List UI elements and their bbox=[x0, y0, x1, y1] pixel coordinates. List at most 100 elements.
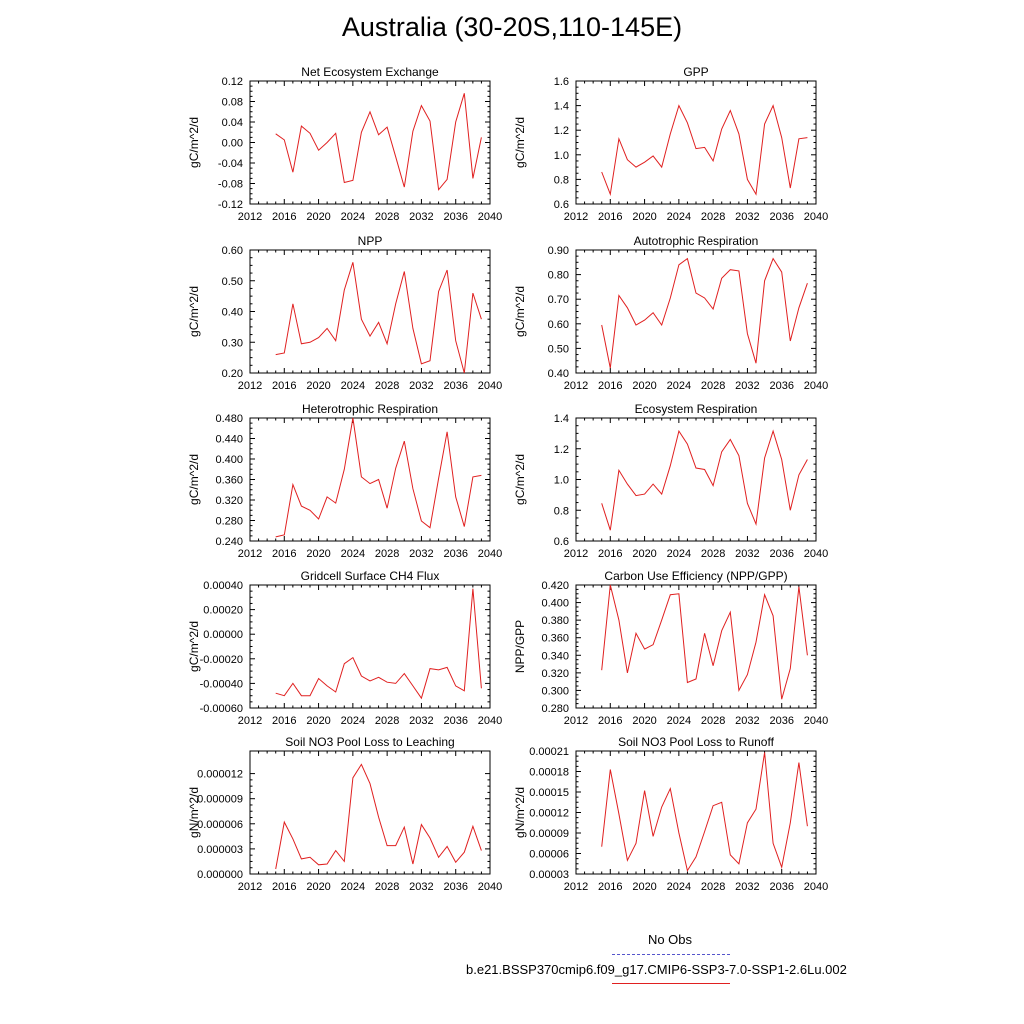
x-tick-label: 2028 bbox=[701, 881, 725, 893]
x-tick-label: 2032 bbox=[735, 548, 759, 560]
x-tick-label: 2036 bbox=[443, 211, 467, 223]
y-tick-label: 0.08 bbox=[222, 97, 243, 109]
x-tick-label: 2012 bbox=[564, 881, 588, 893]
x-tick-label: 2028 bbox=[375, 548, 399, 560]
y-tick-label: 0.50 bbox=[222, 276, 243, 288]
y-tick-label: 0.20 bbox=[222, 368, 243, 380]
x-tick-label: 2036 bbox=[443, 881, 467, 893]
y-tick-label: 0.300 bbox=[541, 685, 569, 697]
series-line bbox=[275, 262, 482, 374]
y-axis-label: gC/m^2/d bbox=[187, 117, 201, 168]
y-tick-label: 0.400 bbox=[215, 454, 243, 466]
panel-title: Ecosystem Respiration bbox=[635, 402, 758, 416]
y-tick-label: 0.90 bbox=[548, 245, 569, 257]
x-tick-label: 2032 bbox=[735, 380, 759, 392]
panel-5: Ecosystem Respiration gC/m^2/d 2012 2016 202… bbox=[513, 402, 828, 560]
x-tick-label: 2016 bbox=[598, 211, 622, 223]
y-tick-label: 0.400 bbox=[541, 598, 569, 610]
x-tick-label: 2012 bbox=[238, 211, 262, 223]
x-tick-label: 2028 bbox=[701, 715, 725, 727]
series-line bbox=[275, 93, 482, 191]
y-tick-label: -0.12 bbox=[218, 199, 243, 211]
y-tick-label: 0.40 bbox=[222, 307, 243, 319]
y-axis-label: NPP/GPP bbox=[513, 620, 527, 673]
y-tick-label: 1.2 bbox=[554, 444, 569, 456]
x-tick-label: 2036 bbox=[443, 548, 467, 560]
y-tick-label: 0.000000 bbox=[197, 869, 243, 881]
panel-title: Soil NO3 Pool Loss to Runoff bbox=[618, 735, 775, 749]
x-tick-label: 2020 bbox=[306, 548, 330, 560]
y-tick-label: 0.6 bbox=[554, 536, 569, 548]
x-tick-label: 2036 bbox=[769, 548, 793, 560]
y-tick-label: 0.420 bbox=[541, 580, 569, 592]
x-tick-label: 2012 bbox=[238, 380, 262, 392]
panel-4: Heterotrophic Respiration gC/m^2/d 2012 201… bbox=[187, 402, 502, 560]
x-tick-label: 2024 bbox=[667, 881, 691, 893]
series-line bbox=[275, 417, 482, 538]
x-tick-label: 2020 bbox=[632, 881, 656, 893]
panel-2: NPP gC/m^2/d 2012 2016 2020 2024 2028 2032 2036 2… bbox=[187, 234, 502, 392]
y-tick-label: -0.00060 bbox=[200, 703, 243, 715]
y-tick-label: 0.00009 bbox=[529, 828, 569, 840]
panel-1: GPP gC/m^2/d 2012 2016 2020 2024 2028 2032 2036 2… bbox=[513, 65, 828, 223]
panel-title: Heterotrophic Respiration bbox=[302, 402, 438, 416]
plot-frame bbox=[575, 417, 817, 542]
x-tick-label: 2032 bbox=[409, 715, 433, 727]
y-tick-label: 0.00020 bbox=[203, 605, 243, 617]
x-tick-label: 2040 bbox=[478, 881, 502, 893]
x-tick-label: 2012 bbox=[238, 548, 262, 560]
y-axis-label: gC/m^2/d bbox=[513, 117, 527, 168]
panel-title: Soil NO3 Pool Loss to Leaching bbox=[285, 735, 454, 749]
x-tick-label: 2024 bbox=[341, 715, 365, 727]
x-tick-label: 2032 bbox=[735, 211, 759, 223]
x-tick-label: 2024 bbox=[667, 380, 691, 392]
y-tick-label: 0.000012 bbox=[197, 769, 243, 781]
series-line bbox=[275, 763, 482, 870]
x-tick-label: 2016 bbox=[272, 881, 296, 893]
x-tick-label: 2016 bbox=[272, 715, 296, 727]
x-tick-label: 2036 bbox=[769, 715, 793, 727]
panel-title: Carbon Use Efficiency (NPP/GPP) bbox=[604, 569, 787, 583]
y-tick-label: 0.00003 bbox=[529, 869, 569, 881]
y-tick-label: 0.00040 bbox=[203, 580, 243, 592]
y-axis-label: gN/m^2/d bbox=[513, 787, 527, 838]
y-axis-label: gC/m^2/d bbox=[513, 454, 527, 505]
x-tick-label: 2020 bbox=[632, 548, 656, 560]
y-tick-label: 0.000006 bbox=[197, 819, 243, 831]
y-tick-label: 0.280 bbox=[215, 516, 243, 528]
x-tick-label: 2016 bbox=[598, 548, 622, 560]
y-tick-label: 1.6 bbox=[554, 76, 569, 88]
x-tick-label: 2040 bbox=[804, 211, 828, 223]
y-tick-label: -0.00040 bbox=[200, 678, 243, 690]
y-tick-label: 0.240 bbox=[215, 536, 243, 548]
plot-frame bbox=[249, 584, 491, 709]
y-tick-label: 1.0 bbox=[554, 150, 569, 162]
x-tick-label: 2024 bbox=[341, 881, 365, 893]
x-tick-label: 2028 bbox=[375, 881, 399, 893]
x-tick-label: 2024 bbox=[667, 211, 691, 223]
series-line bbox=[601, 104, 808, 197]
x-tick-label: 2036 bbox=[769, 881, 793, 893]
x-tick-label: 2012 bbox=[238, 881, 262, 893]
x-tick-label: 2040 bbox=[804, 881, 828, 893]
x-tick-label: 2020 bbox=[632, 211, 656, 223]
x-tick-label: 2032 bbox=[409, 881, 433, 893]
plot-frame bbox=[249, 80, 491, 205]
y-axis-label: gC/m^2/d bbox=[187, 454, 201, 505]
x-tick-label: 2020 bbox=[306, 211, 330, 223]
x-tick-label: 2024 bbox=[667, 715, 691, 727]
x-tick-label: 2020 bbox=[306, 380, 330, 392]
x-tick-label: 2032 bbox=[735, 881, 759, 893]
y-tick-label: -0.00020 bbox=[200, 654, 243, 666]
x-tick-label: 2036 bbox=[769, 211, 793, 223]
x-tick-label: 2016 bbox=[598, 881, 622, 893]
panel-title: NPP bbox=[358, 234, 383, 248]
y-tick-label: 0.440 bbox=[215, 434, 243, 446]
y-tick-label: 0.00000 bbox=[203, 629, 243, 641]
x-tick-label: 2024 bbox=[667, 548, 691, 560]
x-tick-label: 2020 bbox=[632, 380, 656, 392]
y-tick-label: 0.360 bbox=[541, 633, 569, 645]
x-tick-label: 2028 bbox=[701, 548, 725, 560]
x-tick-label: 2024 bbox=[341, 548, 365, 560]
